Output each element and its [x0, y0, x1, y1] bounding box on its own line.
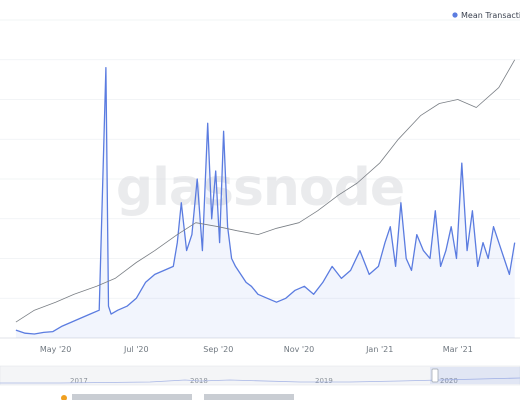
navigator-track[interactable]	[0, 365, 520, 386]
legend[interactable]: Mean Transaction C	[452, 11, 520, 20]
footer-badge-icon	[61, 395, 67, 400]
x-tick-label: Sep '20	[203, 345, 233, 354]
footer-text-blurred-2	[204, 394, 294, 400]
legend-marker-icon	[452, 12, 458, 18]
navigator-year-label: 2020	[440, 377, 458, 385]
x-tick-label: May '20	[40, 345, 71, 354]
legend-label: Mean Transaction C	[461, 11, 520, 20]
series-line-secondary[interactable]	[15, 59, 516, 323]
navigator-year-label: 2019	[315, 377, 333, 385]
series-line-mean-transaction[interactable]	[15, 67, 516, 335]
navigator-series-line	[0, 377, 520, 384]
x-tick-label: Jan '21	[365, 345, 393, 354]
navigator-year-label: 2017	[70, 377, 88, 385]
time-navigator[interactable]: 2017 2018 2019 2020	[0, 365, 520, 386]
gridlines	[0, 19, 520, 339]
series-layer	[15, 59, 516, 338]
x-axis-ticks: May '20 Jul '20 Sep '20 Nov '20 Jan '21 Mar '…	[40, 345, 473, 354]
series-area-fill	[15, 67, 515, 338]
x-tick-label: Mar '21	[443, 345, 473, 354]
x-tick-label: Nov '20	[284, 345, 315, 354]
watermark-text: glassnode	[116, 158, 404, 218]
navigator-handle-left[interactable]	[431, 368, 439, 383]
navigator-selection[interactable]	[430, 367, 520, 384]
x-tick-label: Jul '20	[123, 345, 149, 354]
footer-text-blurred	[72, 394, 192, 400]
